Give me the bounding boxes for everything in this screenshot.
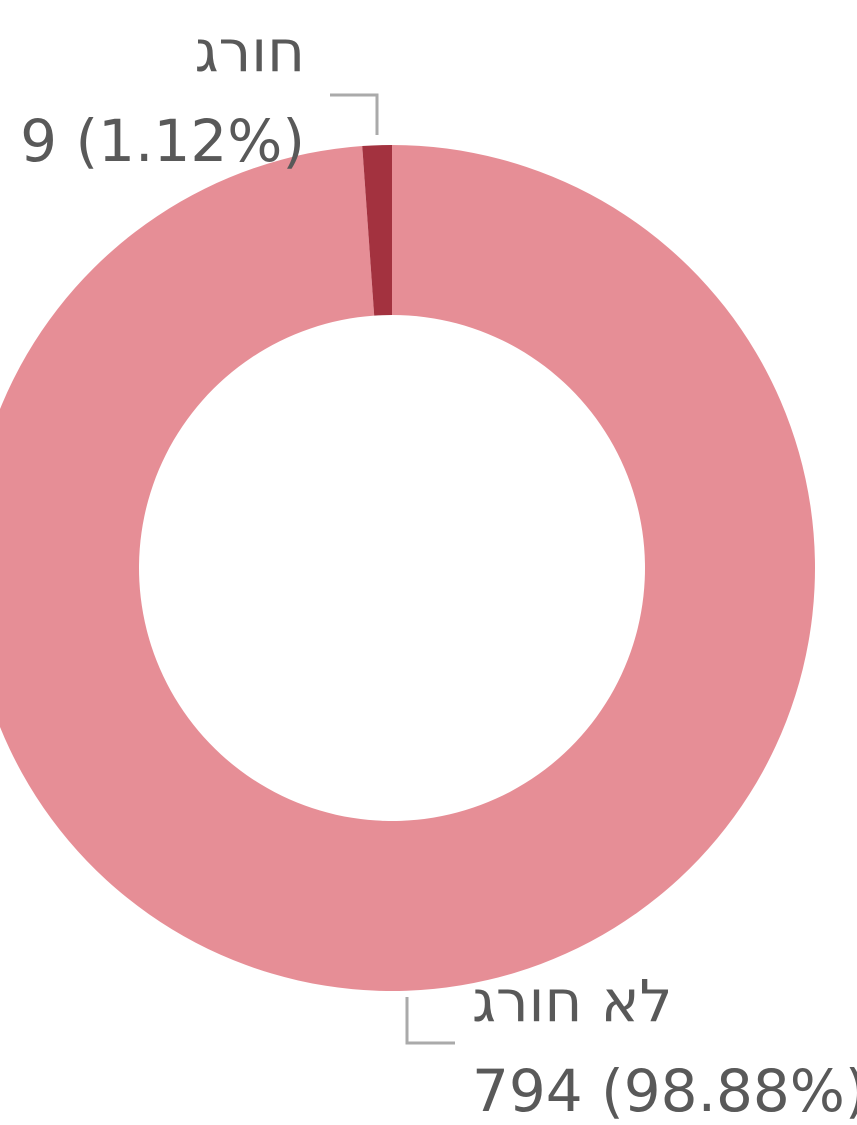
donut-slice bbox=[0, 145, 815, 991]
value-label: 794 (98.88%) bbox=[472, 1057, 857, 1125]
slice-label: לא חורג bbox=[472, 967, 673, 1035]
value-label: 9 (1.12%) bbox=[20, 107, 305, 175]
leader-line bbox=[330, 93, 379, 135]
donut-slice bbox=[362, 145, 392, 316]
leader-line bbox=[405, 997, 455, 1045]
slice-label: חורג bbox=[195, 17, 305, 85]
